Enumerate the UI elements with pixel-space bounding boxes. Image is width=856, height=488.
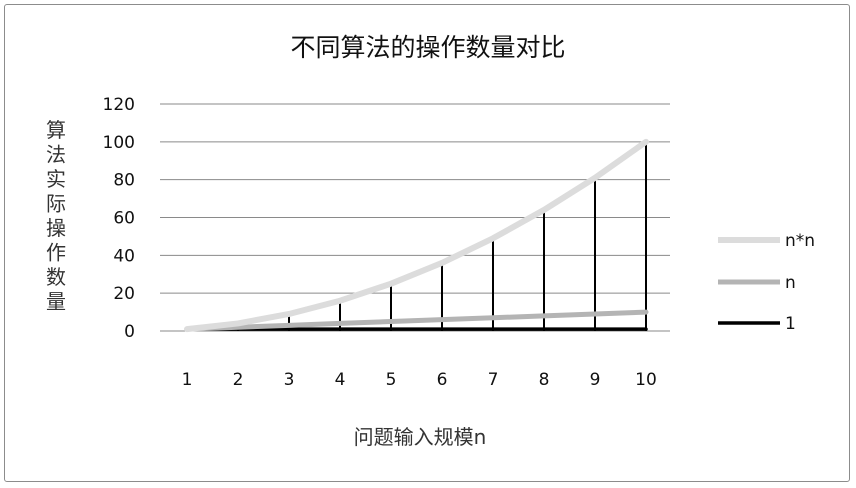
y-tick-label: 60 bbox=[113, 209, 135, 229]
y-tick-label: 0 bbox=[124, 322, 135, 342]
y-tick-label: 40 bbox=[113, 246, 135, 266]
x-tick-label: 1 bbox=[182, 370, 193, 390]
legend-label: n bbox=[785, 273, 796, 293]
y-tick-label: 120 bbox=[103, 95, 135, 115]
legend: n*n n 1 bbox=[718, 231, 815, 334]
x-tick-label: 3 bbox=[284, 370, 295, 390]
y-axis-label-char: 量 bbox=[46, 290, 66, 314]
x-tick-label: 7 bbox=[488, 370, 499, 390]
y-tick-label: 20 bbox=[113, 284, 135, 304]
grid-lines bbox=[160, 103, 670, 332]
x-tick-label: 6 bbox=[437, 370, 448, 390]
chart-frame bbox=[4, 4, 850, 482]
chart-title: 不同算法的操作数量对比 bbox=[290, 33, 565, 62]
y-axis-label-char: 作 bbox=[46, 241, 66, 265]
x-tick-label: 9 bbox=[590, 370, 601, 390]
y-axis-label-char: 操 bbox=[46, 216, 66, 240]
y-tick-labels: 0 20 40 60 80 100 120 bbox=[103, 95, 135, 342]
x-tick-label: 8 bbox=[539, 370, 550, 390]
y-axis-label-char: 数 bbox=[46, 265, 66, 289]
series-line-n bbox=[184, 309, 649, 332]
drop-lines bbox=[186, 141, 647, 331]
x-tick-label: 5 bbox=[386, 370, 397, 390]
legend-label: n*n bbox=[785, 231, 815, 251]
y-tick-label: 100 bbox=[103, 133, 135, 153]
x-tick-label: 10 bbox=[635, 370, 657, 390]
x-tick-label: 2 bbox=[233, 370, 244, 390]
y-axis-label-char: 际 bbox=[46, 192, 66, 216]
series-lines bbox=[184, 138, 649, 333]
legend-label: 1 bbox=[785, 314, 796, 334]
x-axis-label: 问题输入规模n bbox=[354, 425, 487, 449]
y-axis-label-char: 实 bbox=[46, 167, 66, 191]
series-line-n-squared bbox=[184, 138, 649, 333]
x-tick-labels: 1 2 3 4 5 6 7 8 9 10 bbox=[182, 370, 657, 390]
y-axis-label-char: 算 bbox=[46, 118, 66, 142]
y-axis-label-char: 法 bbox=[46, 143, 66, 167]
y-tick-label: 80 bbox=[113, 171, 135, 191]
x-tick-label: 4 bbox=[335, 370, 346, 390]
